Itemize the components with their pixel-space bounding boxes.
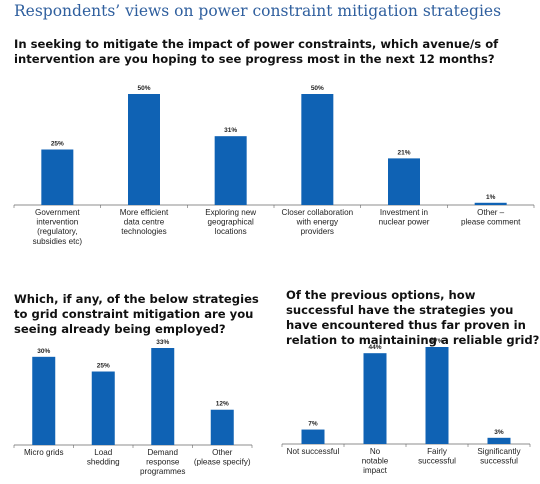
bar: [474, 202, 507, 205]
bar: [363, 353, 387, 444]
category-label: Significantly successful: [477, 447, 521, 466]
bar: [425, 347, 449, 444]
category-label: Not successful: [287, 447, 340, 456]
bar: [151, 348, 175, 445]
category-label: Other (please specify): [194, 448, 251, 467]
data-label: 30%: [37, 348, 50, 355]
data-label: 3%: [494, 429, 504, 436]
data-label: 25%: [51, 141, 64, 148]
data-label: 7%: [308, 421, 318, 428]
data-label: 44%: [368, 344, 381, 351]
category-label: Government intervention (regulatory, subsid…: [33, 208, 83, 246]
category-label: Closer collaboration with energy providers: [282, 208, 354, 236]
category-label: Micro grids: [24, 448, 64, 457]
bar: [214, 136, 247, 205]
category-label: Demand response programmes: [140, 448, 185, 476]
bar: [487, 437, 511, 444]
bar: [32, 356, 56, 445]
page-title: Respondents’ views on power constraint m…: [14, 2, 502, 20]
data-label: 12%: [216, 401, 229, 408]
bar: [301, 429, 325, 444]
data-label: 50%: [311, 85, 324, 92]
bar: [41, 149, 74, 205]
data-label: 47%: [430, 338, 443, 345]
bar: [388, 158, 420, 205]
bar: [91, 371, 115, 445]
chart-2-title: Which, if any, of the below strategies t…: [14, 292, 259, 336]
chart-1-title: In seeking to mitigate the impact of pow…: [14, 37, 499, 66]
category-label: Investment in nuclear power: [379, 208, 430, 227]
category-label: More efficient data centre technologies: [120, 208, 169, 236]
category-label: Fairly successful: [418, 447, 456, 466]
data-label: 31%: [224, 127, 237, 134]
chart-3-title: Of the previous options, how successful …: [286, 288, 540, 347]
data-label: 33%: [156, 339, 169, 346]
data-label: 1%: [486, 194, 496, 201]
category-label: Load shedding: [87, 448, 120, 467]
category-label: No notable impact: [362, 447, 389, 475]
category-label: Exploring new geographical locations: [205, 208, 256, 236]
bar: [210, 409, 234, 445]
category-label: Other – please comment: [461, 208, 521, 227]
data-label: 25%: [97, 363, 110, 370]
bar: [301, 94, 334, 205]
data-label: 50%: [137, 85, 150, 92]
data-label: 21%: [397, 149, 410, 156]
bar: [128, 94, 160, 205]
